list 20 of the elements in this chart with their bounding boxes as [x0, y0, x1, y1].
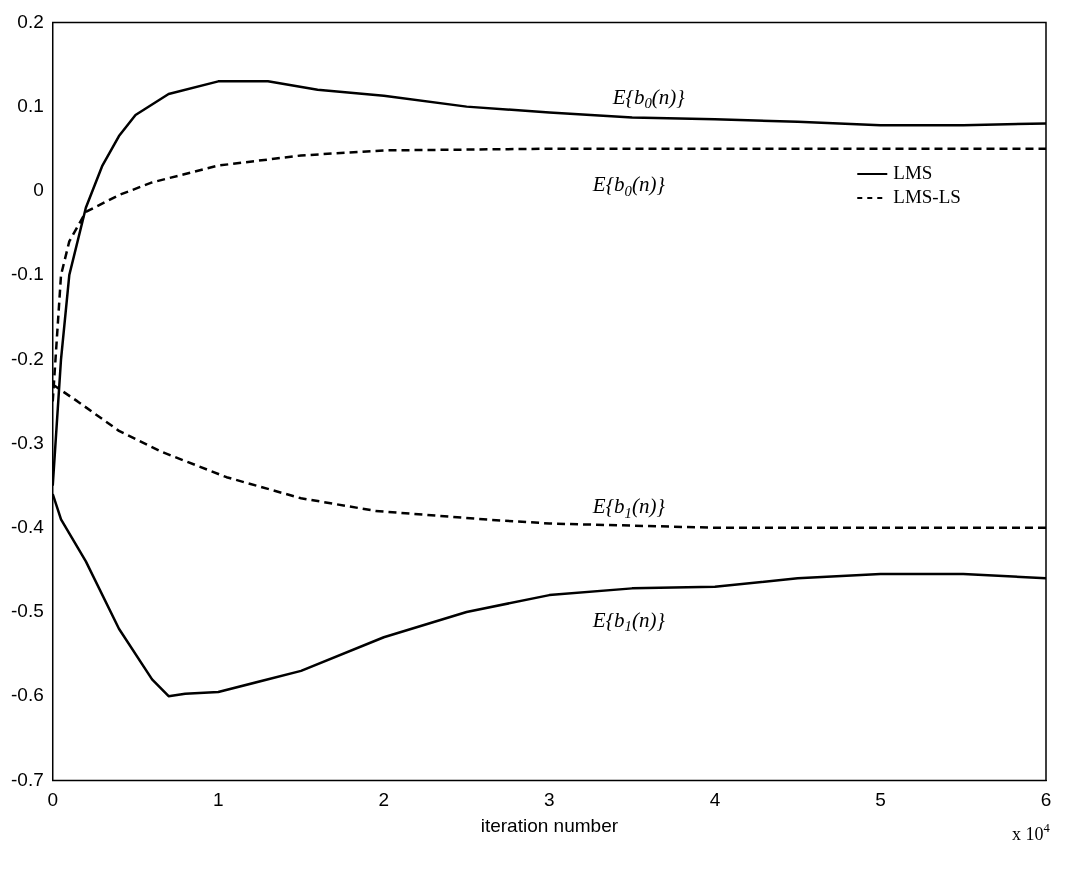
y-tick-label: 0 [33, 179, 44, 201]
y-tick-label: -0.4 [10, 515, 45, 537]
legend-label: LMS-LS [893, 185, 961, 207]
y-tick-label: 0.1 [17, 94, 44, 116]
x-tick-label: 5 [875, 789, 886, 811]
y-tick-label: -0.1 [10, 263, 44, 285]
x-axis-title: iteration number [480, 814, 619, 836]
x-tick-label: 0 [47, 789, 59, 811]
y-tick-label: -0.6 [10, 684, 44, 706]
x-tick-label: 3 [544, 789, 555, 811]
y-tick-label: -0.2 [10, 347, 44, 369]
x-tick-label: 4 [709, 789, 721, 811]
y-tick-label: -0.3 [10, 431, 44, 453]
y-tick-label: 0.2 [17, 10, 44, 32]
x-tick-label: 6 [1040, 789, 1052, 811]
y-tick-label: -0.5 [10, 600, 44, 622]
x-tick-label: 1 [212, 789, 224, 811]
x-tick-label: 2 [378, 789, 390, 811]
y-tick-label: -0.7 [10, 768, 44, 790]
legend-label: LMS [893, 161, 933, 183]
